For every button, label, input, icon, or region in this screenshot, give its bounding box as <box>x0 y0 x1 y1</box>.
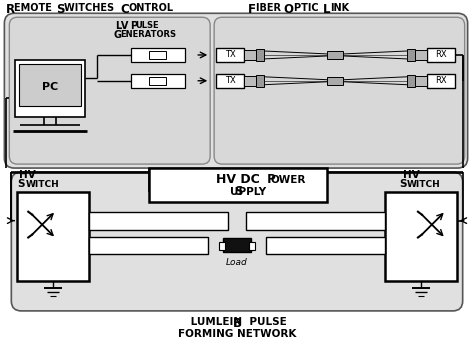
Text: WITCHES: WITCHES <box>64 4 118 13</box>
Bar <box>223 238 251 252</box>
Bar <box>15 60 85 118</box>
Text: PTIC: PTIC <box>294 4 322 13</box>
Bar <box>216 48 244 62</box>
Text: RX: RX <box>435 50 447 60</box>
Bar <box>244 50 256 60</box>
Text: S: S <box>17 179 25 189</box>
Bar <box>256 75 264 87</box>
Bar <box>148 168 328 202</box>
Text: LV: LV <box>116 21 131 31</box>
Text: L: L <box>322 4 330 16</box>
Bar <box>256 49 264 61</box>
Text: S: S <box>56 4 64 16</box>
Bar <box>148 51 166 59</box>
Bar <box>216 74 244 88</box>
Bar <box>407 75 415 87</box>
Bar <box>407 49 415 61</box>
Text: WITCH: WITCH <box>407 180 441 189</box>
FancyBboxPatch shape <box>9 17 210 164</box>
Bar <box>89 212 228 230</box>
Text: HV DC: HV DC <box>216 174 260 187</box>
Bar <box>246 212 385 230</box>
Text: P: P <box>129 21 137 31</box>
Text: TX: TX <box>225 76 236 85</box>
Bar <box>328 77 343 85</box>
Bar <box>148 77 166 85</box>
Text: B: B <box>233 317 241 330</box>
Bar <box>427 48 455 62</box>
Bar <box>427 74 455 88</box>
FancyBboxPatch shape <box>11 172 463 311</box>
Text: OWER: OWER <box>270 175 305 185</box>
Text: INK: INK <box>330 4 349 13</box>
Bar <box>219 243 225 250</box>
Text: S: S <box>399 179 407 189</box>
Text: EMOTE: EMOTE <box>14 4 55 13</box>
Text: Load: Load <box>226 258 248 267</box>
Bar <box>385 192 457 281</box>
Text: LUMLEIN  PULSE: LUMLEIN PULSE <box>187 317 287 327</box>
Bar <box>266 237 385 254</box>
FancyBboxPatch shape <box>214 17 465 164</box>
Text: WITCH: WITCH <box>25 180 59 189</box>
Text: UPPLY: UPPLY <box>230 187 266 197</box>
Bar <box>415 76 427 86</box>
Text: ULSE: ULSE <box>136 21 159 30</box>
Text: HV: HV <box>19 170 36 180</box>
Text: O: O <box>284 4 294 16</box>
Text: S: S <box>234 186 242 198</box>
Text: FORMING NETWORK: FORMING NETWORK <box>178 329 296 339</box>
Text: ONTROL: ONTROL <box>128 4 174 13</box>
Text: R: R <box>6 4 16 16</box>
Bar <box>17 192 89 281</box>
Bar <box>244 76 256 86</box>
Bar <box>415 50 427 60</box>
Text: ENERATORS: ENERATORS <box>121 30 177 39</box>
Text: HV: HV <box>403 170 420 180</box>
Bar <box>131 74 185 88</box>
Bar <box>89 237 208 254</box>
Text: C: C <box>121 4 129 16</box>
Text: RX: RX <box>435 76 447 85</box>
Text: F: F <box>248 4 256 16</box>
Text: IBER: IBER <box>256 4 284 13</box>
Bar <box>131 48 185 62</box>
Bar <box>249 243 255 250</box>
Text: G: G <box>114 30 122 40</box>
Text: PC: PC <box>42 82 58 92</box>
Bar <box>328 51 343 59</box>
Text: TX: TX <box>225 50 236 60</box>
Text: P: P <box>264 174 276 187</box>
FancyBboxPatch shape <box>4 13 468 168</box>
Bar <box>19 64 81 106</box>
